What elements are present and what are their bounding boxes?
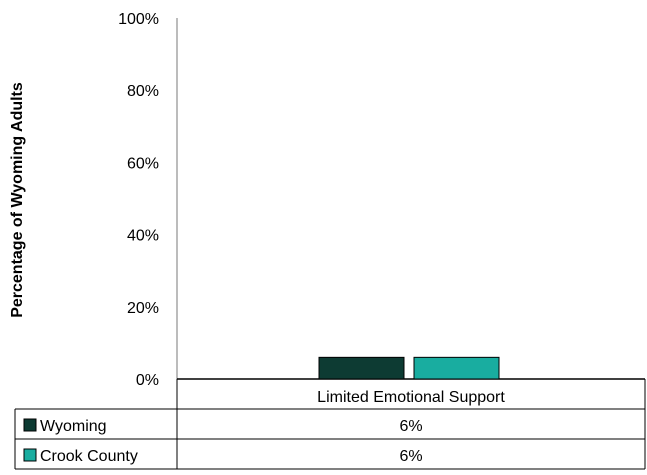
y-tick-labels: 0% 20% 40% 60% 80% 100% bbox=[118, 11, 159, 389]
y-tick-label: 60% bbox=[127, 155, 159, 172]
category-label: Limited Emotional Support bbox=[317, 389, 505, 406]
y-tick-label: 0% bbox=[136, 372, 159, 389]
data-label: 6% bbox=[399, 418, 422, 435]
data-label: 6% bbox=[399, 448, 422, 465]
bar-wyoming bbox=[318, 356, 405, 380]
legend-swatch-crook-county bbox=[23, 448, 37, 462]
plot-axes bbox=[176, 18, 645, 380]
y-tick-label: 100% bbox=[118, 11, 159, 28]
legend-swatch-wyoming bbox=[23, 418, 37, 432]
bars bbox=[318, 356, 500, 380]
data-table: Limited Emotional Support Wyoming 6% Crook … bbox=[14, 379, 646, 470]
legend-label: Wyoming bbox=[40, 418, 107, 435]
y-tick-label: 40% bbox=[127, 228, 159, 245]
y-tick-label: 20% bbox=[127, 300, 159, 317]
y-tick-label: 80% bbox=[127, 83, 159, 100]
bar-crook-county bbox=[413, 356, 500, 380]
legend-label: Crook County bbox=[40, 448, 138, 465]
y-axis-title: Percentage of Wyoming Adults bbox=[9, 82, 26, 318]
